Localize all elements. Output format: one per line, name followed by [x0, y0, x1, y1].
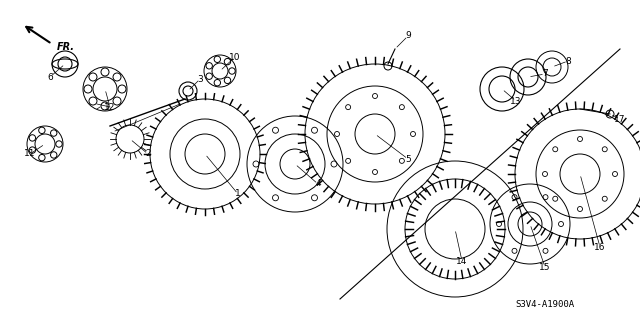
- Text: 16: 16: [595, 242, 605, 251]
- Text: 10: 10: [229, 53, 241, 62]
- Text: 8: 8: [565, 56, 571, 65]
- Text: 3: 3: [197, 75, 203, 84]
- Text: 1: 1: [235, 189, 241, 198]
- Text: 7: 7: [542, 70, 548, 78]
- Text: 4: 4: [315, 180, 321, 189]
- Text: 17: 17: [614, 115, 626, 123]
- Text: 9: 9: [405, 32, 411, 41]
- Text: 11: 11: [24, 150, 36, 159]
- Text: 15: 15: [540, 263, 551, 271]
- Text: 12: 12: [104, 102, 116, 112]
- Text: 14: 14: [456, 256, 468, 265]
- Text: FR.: FR.: [57, 42, 75, 52]
- Text: 2: 2: [145, 150, 151, 159]
- Text: 5: 5: [405, 154, 411, 164]
- Text: 13: 13: [510, 97, 522, 106]
- Text: S3V4-A1900A: S3V4-A1900A: [515, 300, 575, 309]
- Text: 6: 6: [47, 72, 53, 81]
